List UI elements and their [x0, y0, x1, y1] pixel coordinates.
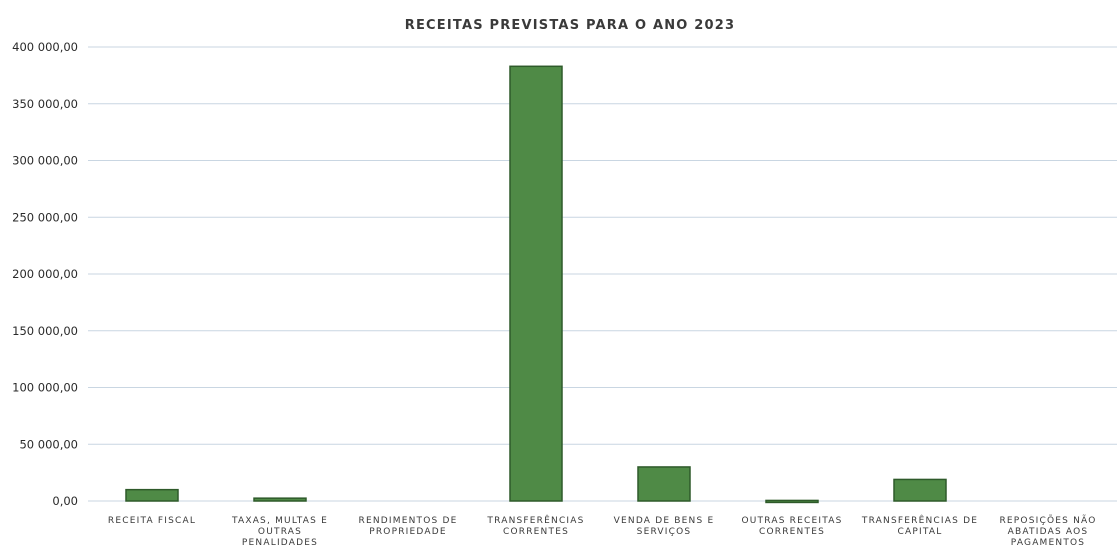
chart-title: RECEITAS PREVISTAS PARA O ANO 2023 [405, 18, 736, 33]
bar [509, 65, 563, 502]
x-tick-label: VENDA DE BENS E SERVIÇOS [614, 516, 715, 537]
bar [765, 499, 819, 504]
gridlines [88, 46, 1117, 502]
y-tick-label: 400 000,00 [12, 40, 78, 54]
x-tick-label: RENDIMENTOS DE PROPRIEDADE [358, 516, 457, 537]
x-tick-label: TRANSFERÊNCIAS DE CAPITAL [861, 514, 978, 537]
bar [893, 478, 947, 502]
x-tick-label: RECEITA FISCAL [108, 516, 196, 526]
x-tick-label: REPOSIÇÕES NÃO ABATIDAS AOS PAGAMENTOS [999, 514, 1096, 548]
y-tick-label: 150 000,00 [12, 324, 78, 338]
bars [125, 65, 947, 504]
y-axis-ticks: 0,00 50 000,00 100 000,00 150 000,00 200 000… [12, 40, 78, 508]
x-tick-label: TAXAS, MULTAS E OUTRAS PENALIDADES [231, 516, 328, 548]
y-tick-label: 100 000,00 [12, 381, 78, 395]
bar [125, 488, 179, 502]
y-tick-label: 200 000,00 [12, 267, 78, 281]
y-tick-label: 300 000,00 [12, 154, 78, 168]
x-axis-ticks: RECEITA FISCAL TAXAS, MULTAS E OUTRAS PENAL… [108, 514, 1096, 548]
y-tick-label: 0,00 [52, 494, 78, 508]
y-tick-label: 350 000,00 [12, 97, 78, 111]
x-tick-label: OUTRAS RECEITAS CORRENTES [741, 516, 842, 537]
bar [637, 466, 691, 502]
y-tick-label: 50 000,00 [19, 437, 78, 451]
bar [253, 497, 307, 502]
x-tick-label: TRANSFERÊNCIAS CORRENTES [486, 514, 584, 537]
y-tick-label: 250 000,00 [12, 210, 78, 224]
